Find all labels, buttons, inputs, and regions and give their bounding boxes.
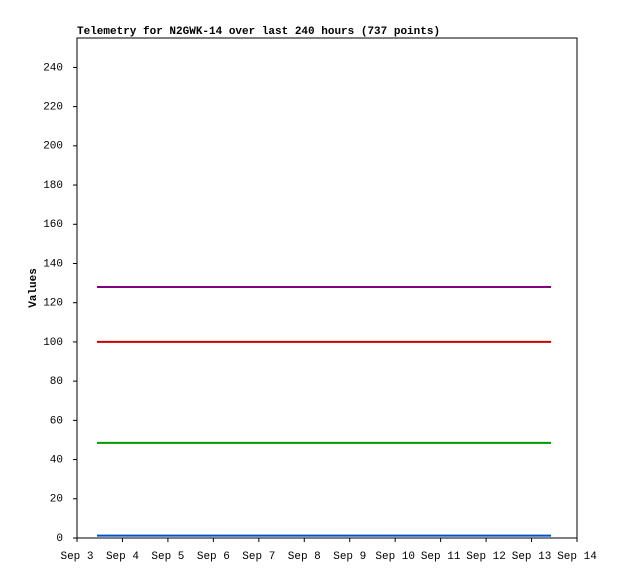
y-tick-label: 0 [56,533,63,545]
x-tick-label: Sep 8 [288,551,321,563]
x-tick-label: Sep 11 [421,551,461,563]
y-tick-label: 80 [50,376,63,388]
y-tick-label: 40 [50,454,63,466]
y-tick-label: 100 [43,337,63,349]
x-tick-label: Sep 7 [242,551,275,563]
y-tick-label: 120 [43,298,63,310]
y-axis-label: Values [28,268,40,308]
x-tick-label: Sep 3 [60,551,93,563]
x-tick-label: Sep 12 [466,551,506,563]
y-tick-label: 180 [43,180,63,192]
x-tick-label: Sep 6 [197,551,230,563]
chart-title: Telemetry for N2GWK-14 over last 240 hou… [77,26,440,38]
y-tick-label: 240 [43,62,63,74]
x-tick-label: Sep 5 [151,551,184,563]
x-tick-label: Sep 10 [375,551,415,563]
y-tick-label: 140 [43,258,63,270]
x-tick-label: Sep 14 [557,551,597,563]
x-tick-label: Sep 9 [333,551,366,563]
x-tick-label: Sep 13 [512,551,552,563]
y-tick-label: 60 [50,415,63,427]
y-tick-label: 220 [43,102,63,114]
y-tick-label: 200 [43,141,63,153]
y-tick-label: 20 [50,494,63,506]
x-tick-label: Sep 4 [106,551,139,563]
y-tick-label: 160 [43,219,63,231]
